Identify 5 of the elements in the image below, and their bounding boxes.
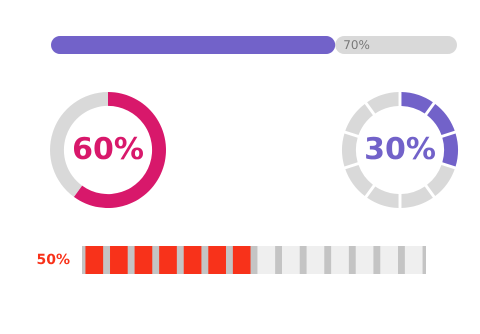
donut-slice [74, 92, 166, 208]
text: 60% [72, 132, 144, 167]
data-label: 70% [343, 38, 370, 52]
text: 30% [364, 132, 436, 167]
text: 50% [36, 252, 70, 268]
